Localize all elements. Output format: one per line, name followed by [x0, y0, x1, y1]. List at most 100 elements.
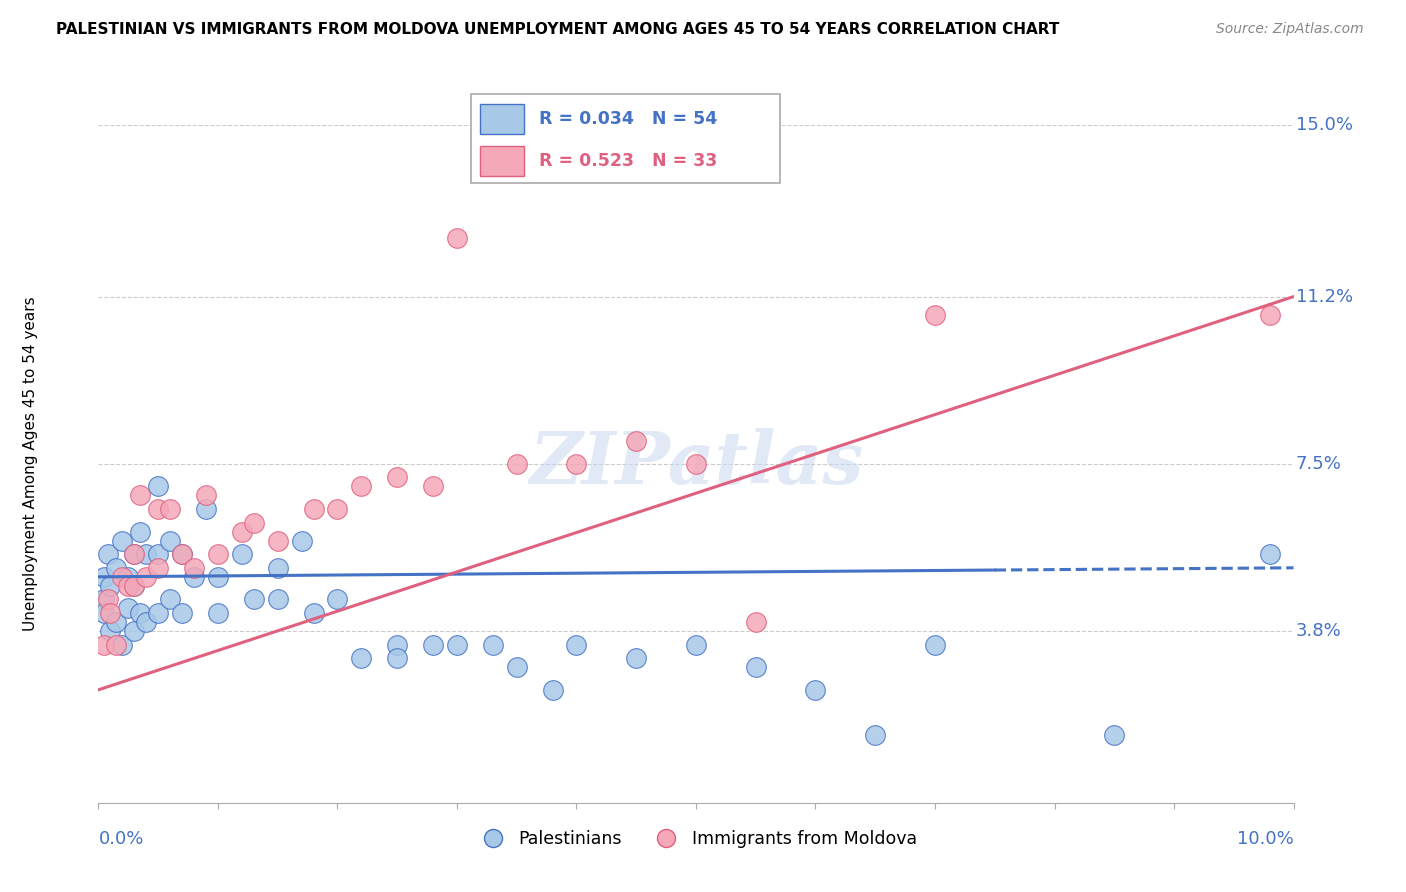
- Point: [385, 638, 409, 652]
- Point: [98, 606, 122, 620]
- Point: [105, 638, 128, 652]
- Point: [685, 457, 707, 471]
- Point: [124, 547, 146, 561]
- Point: [172, 547, 194, 561]
- Point: [148, 479, 170, 493]
- Point: [804, 682, 827, 697]
- FancyBboxPatch shape: [471, 94, 780, 183]
- Point: [243, 516, 266, 530]
- Legend: Palestinians, Immigrants from Moldova: Palestinians, Immigrants from Moldova: [468, 823, 924, 855]
- Point: [124, 624, 146, 638]
- Point: [148, 561, 170, 575]
- Point: [243, 592, 266, 607]
- Point: [183, 570, 205, 584]
- Point: [105, 561, 128, 575]
- Point: [924, 638, 946, 652]
- Point: [506, 660, 529, 674]
- Point: [350, 651, 373, 665]
- Text: R = 0.523   N = 33: R = 0.523 N = 33: [538, 152, 717, 169]
- Point: [135, 547, 157, 561]
- Point: [267, 592, 290, 607]
- Text: 11.2%: 11.2%: [1296, 287, 1353, 306]
- Bar: [481, 146, 523, 176]
- Point: [506, 457, 529, 471]
- Point: [207, 606, 229, 620]
- Text: R = 0.034   N = 54: R = 0.034 N = 54: [538, 110, 717, 128]
- Point: [172, 606, 194, 620]
- Text: 3.8%: 3.8%: [1296, 622, 1341, 640]
- Point: [159, 592, 181, 607]
- Point: [326, 502, 349, 516]
- Point: [93, 570, 115, 584]
- Text: ZIPatlas: ZIPatlas: [529, 428, 863, 500]
- Text: 15.0%: 15.0%: [1296, 116, 1353, 134]
- Point: [685, 638, 707, 652]
- Point: [422, 479, 444, 493]
- Point: [93, 592, 115, 607]
- Point: [745, 660, 768, 674]
- Point: [231, 547, 253, 561]
- Point: [385, 470, 409, 484]
- Text: 0.0%: 0.0%: [98, 830, 143, 848]
- Point: [422, 638, 444, 652]
- Text: PALESTINIAN VS IMMIGRANTS FROM MOLDOVA UNEMPLOYMENT AMONG AGES 45 TO 54 YEARS CO: PALESTINIAN VS IMMIGRANTS FROM MOLDOVA U…: [56, 22, 1060, 37]
- Point: [172, 547, 194, 561]
- Point: [159, 502, 181, 516]
- Point: [93, 638, 115, 652]
- Point: [148, 606, 170, 620]
- Point: [148, 502, 170, 516]
- Point: [1258, 547, 1281, 561]
- Text: Unemployment Among Ages 45 to 54 years: Unemployment Among Ages 45 to 54 years: [24, 296, 38, 632]
- Point: [745, 615, 768, 629]
- Point: [194, 502, 218, 516]
- Point: [1258, 308, 1281, 322]
- Point: [1102, 728, 1125, 742]
- Point: [148, 547, 170, 561]
- Point: [98, 624, 122, 638]
- Point: [863, 728, 886, 742]
- Text: Source: ZipAtlas.com: Source: ZipAtlas.com: [1216, 22, 1364, 37]
- Point: [98, 579, 122, 593]
- Point: [385, 651, 409, 665]
- Point: [105, 615, 128, 629]
- Point: [267, 533, 290, 548]
- Point: [97, 592, 120, 607]
- Point: [111, 570, 134, 584]
- Point: [326, 592, 349, 607]
- Point: [135, 615, 157, 629]
- Point: [117, 579, 139, 593]
- Point: [446, 638, 468, 652]
- Point: [97, 547, 120, 561]
- Point: [111, 533, 134, 548]
- Point: [446, 231, 468, 245]
- Point: [124, 579, 146, 593]
- Point: [481, 638, 503, 652]
- Point: [302, 606, 325, 620]
- Point: [117, 570, 139, 584]
- Point: [129, 524, 152, 539]
- Point: [624, 434, 647, 449]
- Text: 7.5%: 7.5%: [1296, 455, 1341, 473]
- Point: [129, 488, 152, 502]
- Point: [231, 524, 253, 539]
- Point: [117, 601, 139, 615]
- Point: [565, 638, 588, 652]
- Point: [924, 308, 946, 322]
- Point: [183, 561, 205, 575]
- Point: [350, 479, 373, 493]
- Point: [565, 457, 588, 471]
- Point: [302, 502, 325, 516]
- Bar: [481, 104, 523, 134]
- Point: [159, 533, 181, 548]
- Point: [267, 561, 290, 575]
- Point: [124, 579, 146, 593]
- Point: [207, 570, 229, 584]
- Point: [194, 488, 218, 502]
- Point: [93, 606, 115, 620]
- Point: [129, 606, 152, 620]
- Text: 10.0%: 10.0%: [1237, 830, 1294, 848]
- Point: [124, 547, 146, 561]
- Point: [541, 682, 564, 697]
- Point: [624, 651, 647, 665]
- Point: [135, 570, 157, 584]
